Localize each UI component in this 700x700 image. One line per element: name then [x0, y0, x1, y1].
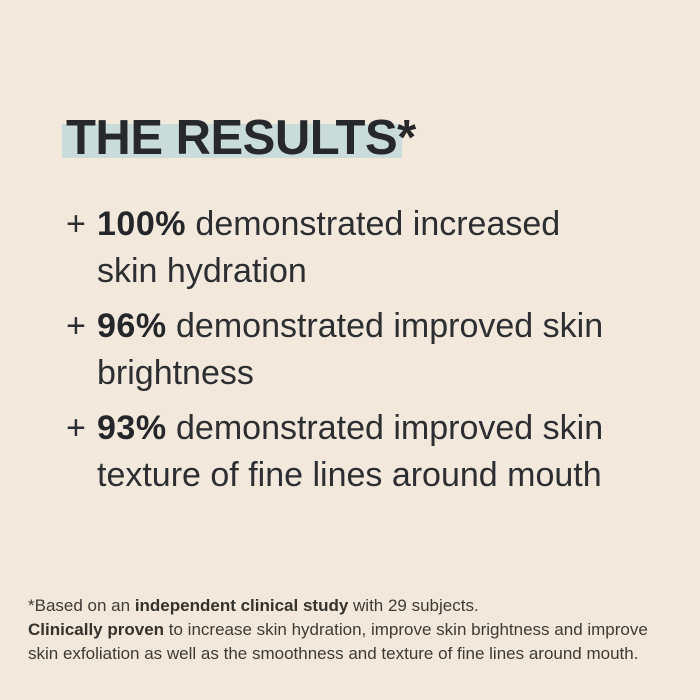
result-text: 100% demonstrated increased skin hydrati…	[97, 201, 560, 295]
result-percent: 100%	[97, 205, 186, 243]
footnote-study-line: *Based on an independent clinical study …	[28, 594, 676, 618]
result-line-1: 100% demonstrated increased	[97, 201, 560, 248]
result-item-texture: + 93% demonstrated improved skin texture…	[66, 405, 664, 499]
plus-marker: +	[66, 205, 86, 243]
footnote-bold-study: independent clinical study	[134, 596, 349, 615]
result-line-2: skin hydration	[97, 252, 307, 290]
result-line-1: 96% demonstrated improved skin	[97, 303, 603, 350]
result-item-brightness: + 96% demonstrated improved skin brightn…	[66, 303, 664, 397]
page-title: THE RESULTS*	[62, 111, 416, 165]
result-claim: demonstrated improved skin	[176, 409, 604, 447]
results-list: + 100% demonstrated increased skin hydra…	[66, 201, 664, 499]
result-line-2: texture of fine lines around mouth	[97, 456, 602, 494]
plus-marker: +	[66, 409, 86, 447]
footnote-text: with 29 subjects.	[348, 596, 479, 615]
result-text: 96% demonstrated improved skin brightnes…	[97, 303, 603, 397]
footnote-proven-line: Clinically proven to increase skin hydra…	[28, 618, 676, 666]
plus-marker: +	[66, 307, 86, 345]
result-percent: 96%	[97, 307, 167, 345]
main-content: THE RESULTS* + 100% demonstrated increas…	[62, 111, 664, 507]
result-text: 93% demonstrated improved skin texture o…	[97, 405, 603, 499]
result-claim: demonstrated improved skin	[176, 307, 604, 345]
footnote: *Based on an independent clinical study …	[28, 594, 676, 666]
footnote-bold-proven: Clinically proven	[28, 620, 165, 639]
page-title-row: THE RESULTS*	[62, 111, 664, 165]
result-claim: demonstrated increased	[195, 205, 561, 243]
footnote-text: *Based on an	[28, 596, 135, 615]
result-item-hydration: + 100% demonstrated increased skin hydra…	[66, 201, 664, 295]
result-line-1: 93% demonstrated improved skin	[97, 405, 603, 452]
result-line-2: brightness	[97, 354, 254, 392]
result-percent: 93%	[97, 409, 167, 447]
footnote-text: to increase skin hydration, improve skin…	[28, 620, 648, 663]
